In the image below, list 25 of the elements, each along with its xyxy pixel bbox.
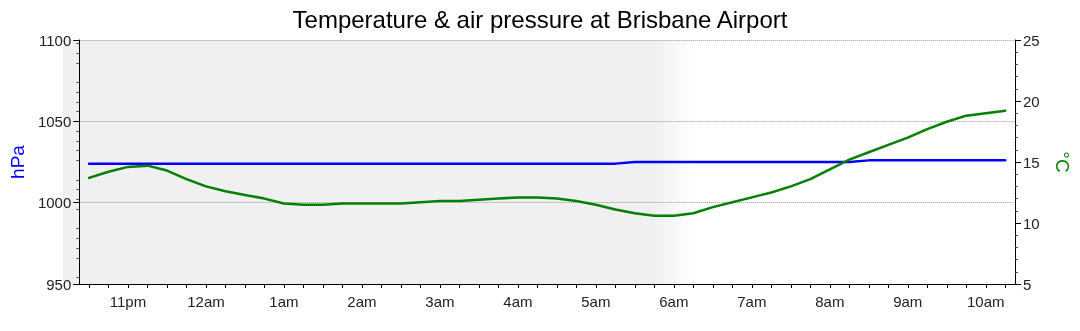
x-tick-label: 1am [269,293,299,310]
x-tick-label: 2am [347,293,377,310]
x-tick-label: 5am [581,293,611,310]
y-tick-label: 950 [46,275,72,293]
y-axis-title: hPa [7,144,28,179]
x-tick-label: 9am [893,293,923,310]
x-tick-label: 3am [425,293,455,310]
y2-tick-label: 5 [1023,275,1032,293]
y2-tick-label: 25 [1023,31,1040,49]
y2-tick-label: 20 [1023,92,1040,110]
y2-tick-label: 15 [1023,153,1040,171]
x-tick-label: 7am [737,293,767,310]
x-tick-label: 10am [966,293,1005,310]
y-tick-label: 1050 [37,112,72,130]
y2-tick-label: 10 [1023,214,1040,232]
y-tick-label: 1100 [39,31,72,49]
y2-axis-title: °C [1052,151,1073,173]
line-series [87,109,1007,217]
x-tick-label: 6am [659,293,689,310]
x-tick-label: 11pm [109,293,147,310]
x-tick-label: 8am [815,293,845,310]
chart-title: Temperature & air pressure at Brisbane Airport [292,5,788,33]
y-tick-label: 1000 [37,194,72,212]
x-tick-label: 4am [503,293,533,310]
x-tick-label: 12am [187,293,225,310]
